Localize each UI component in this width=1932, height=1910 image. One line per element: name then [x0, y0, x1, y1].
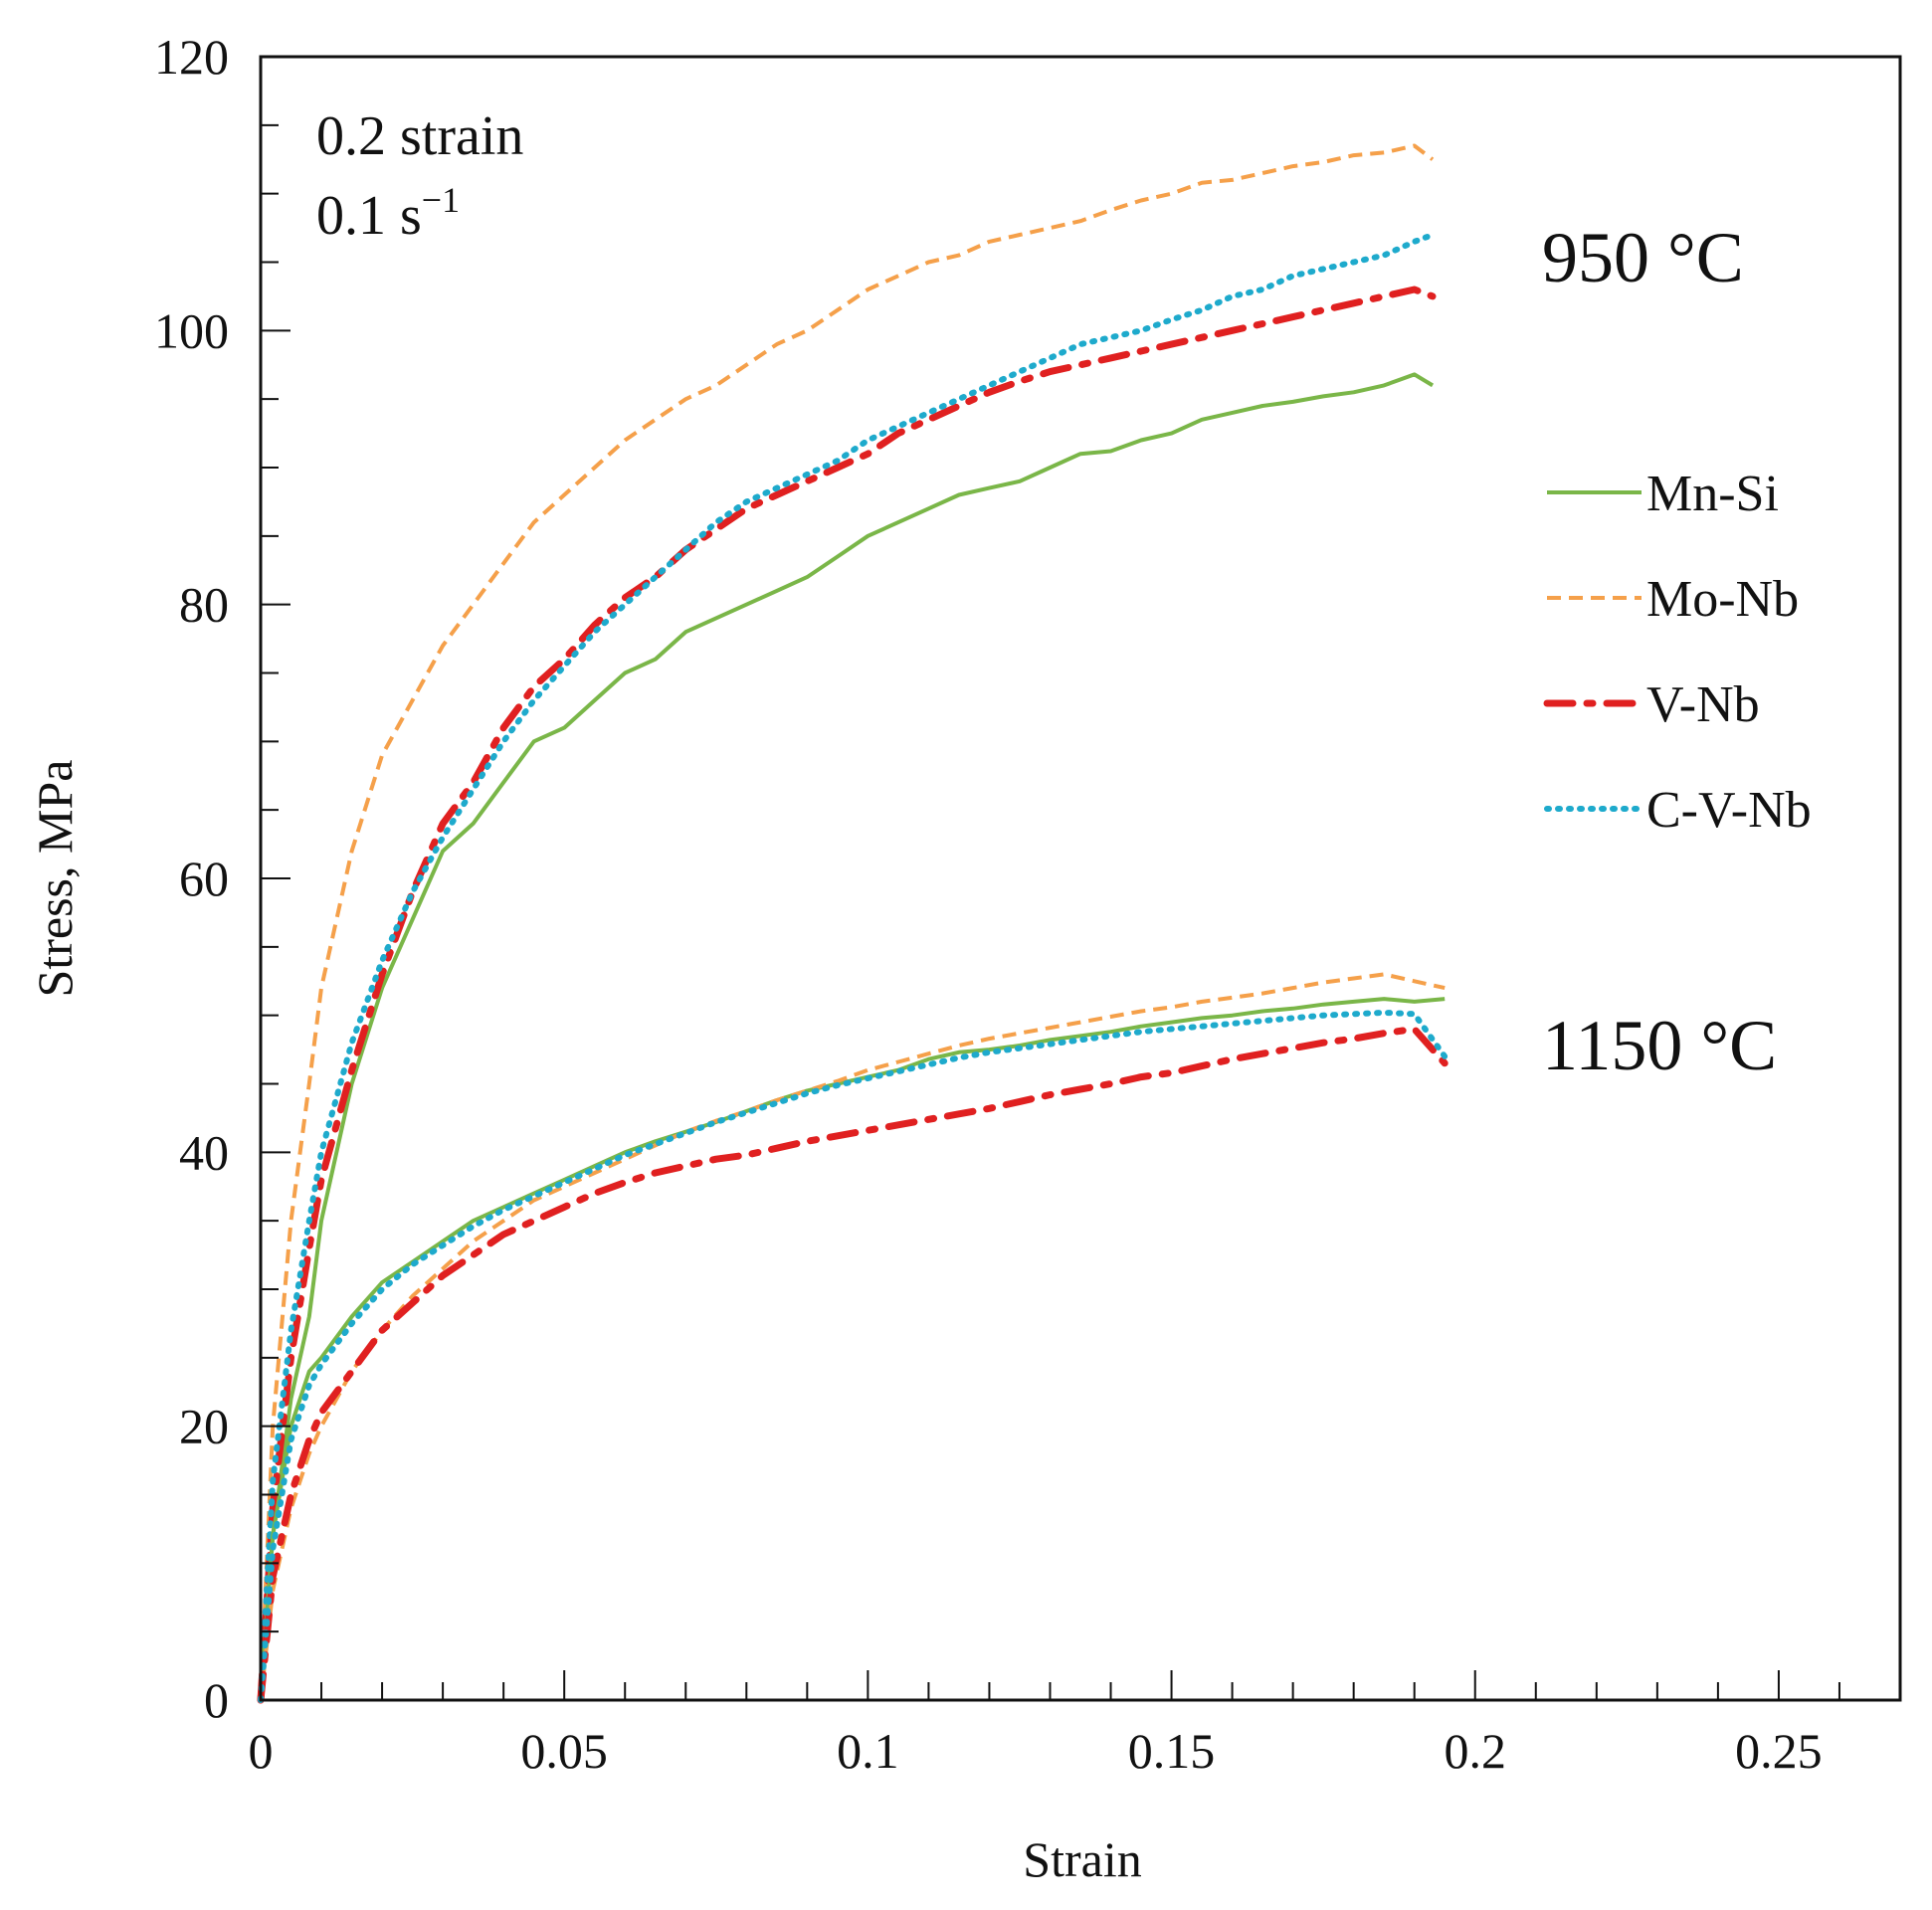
x-tick-label: 0.05 [520, 1723, 608, 1779]
x-tick-label: 0.25 [1735, 1723, 1823, 1779]
y-tick-label: 80 [179, 577, 229, 633]
series-layer [257, 143, 1449, 1704]
x-tick-label: 0.1 [837, 1723, 899, 1779]
series-line-mo-nb-950c [259, 143, 1435, 1701]
y-tick-label: 20 [179, 1399, 229, 1454]
annotation-strain-rate-exponent: −1 [422, 180, 460, 220]
x-tick-label: 0.2 [1444, 1723, 1506, 1779]
series-line-v-nb-950c [257, 286, 1437, 1704]
legend-label-mo-nb: Mo-Nb [1646, 571, 1799, 628]
annotation-strain: 0.2 strain [316, 105, 523, 167]
y-tick-label: 0 [204, 1672, 229, 1728]
series-line-c-v-nb-1150c [258, 1009, 1449, 1703]
y-tick-label: 40 [179, 1124, 229, 1180]
legend-label-mn-si: Mn-Si [1646, 466, 1779, 522]
x-axis-title: Strain [1023, 1831, 1141, 1887]
series-line-c-v-nb-950c [258, 232, 1436, 1703]
y-tick-label: 120 [154, 29, 229, 85]
annotation-strain-rate: 0.1 s−1 [316, 180, 460, 247]
series-line-mo-nb-1150c [259, 972, 1446, 1701]
axis-layer: 0 0.05 0.1 0.15 0.2 0.25 0 20 40 60 80 100 120 [154, 29, 1901, 1779]
annotation-950c: 950 °C [1542, 218, 1744, 297]
series-line-v-nb-1150c [257, 1025, 1449, 1704]
x-tick-label: 0 [249, 1723, 274, 1779]
y-tick-label: 60 [179, 851, 229, 906]
legend: Mn-Si Mo-Nb V-Nb C-V-Nb [1543, 466, 1812, 839]
y-axis-title: Stress, MPa [27, 760, 83, 998]
y-tick-label: 100 [154, 302, 229, 358]
series-line-mn-si-950c [259, 372, 1435, 1701]
legend-label-c-v-nb: C-V-Nb [1646, 782, 1812, 839]
annotation-1150c: 1150 °C [1542, 1006, 1777, 1085]
x-tick-label: 0.15 [1128, 1723, 1216, 1779]
legend-label-v-nb: V-Nb [1646, 676, 1760, 733]
annotation-strain-rate-base: 0.1 s [316, 185, 422, 247]
